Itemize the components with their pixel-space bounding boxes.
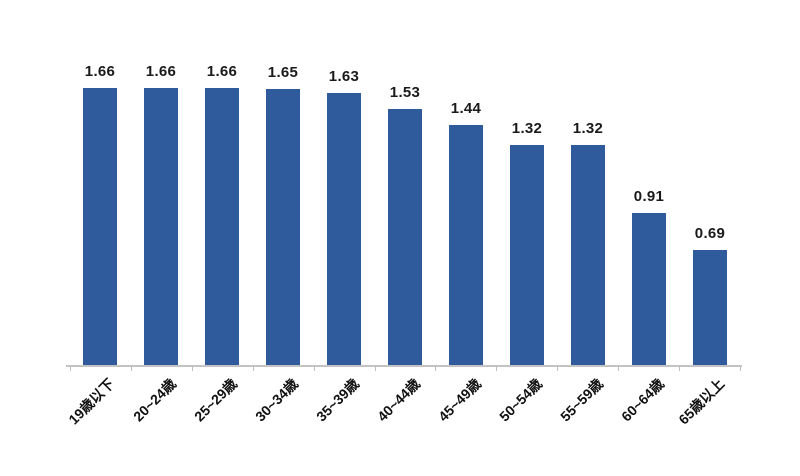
x-axis-label: 60~64歳	[617, 375, 667, 425]
bar	[144, 88, 178, 365]
x-axis-label: 30~34歳	[251, 375, 301, 425]
x-axis-tick	[435, 366, 437, 371]
x-axis-label: 65歳以上	[675, 375, 728, 428]
x-axis-label: 50~54歳	[495, 375, 545, 425]
x-axis-tick	[374, 366, 376, 371]
bar-value-label: 1.32	[511, 120, 543, 137]
bar-value-label: 1.63	[328, 68, 360, 85]
bar	[693, 250, 727, 365]
x-axis-tick	[130, 366, 132, 371]
bar-value-label: 1.32	[572, 120, 604, 137]
x-axis-label: 40~44歳	[373, 375, 423, 425]
bar-value-label: 0.91	[633, 188, 665, 205]
bar	[205, 88, 239, 365]
x-axis-tick	[70, 366, 71, 371]
bar-value-label: 1.66	[84, 63, 116, 80]
x-axis-label: 55~59歳	[556, 375, 606, 425]
x-axis-tick	[313, 366, 315, 371]
bar	[83, 88, 117, 365]
x-axis-tick	[496, 366, 498, 371]
bar	[266, 89, 300, 365]
bar-value-label: 1.65	[267, 64, 299, 81]
x-axis-tick	[679, 366, 681, 371]
x-axis-label: 35~39歳	[312, 375, 362, 425]
x-axis-tick	[618, 366, 620, 371]
x-axis-label: 25~29歳	[190, 375, 240, 425]
bar-value-label: 1.66	[206, 63, 238, 80]
x-axis-label: 20~24歳	[129, 375, 179, 425]
bar	[510, 145, 544, 365]
bar	[449, 125, 483, 365]
x-axis-tick	[191, 366, 193, 371]
bar-value-label: 1.44	[450, 100, 482, 117]
bar	[388, 109, 422, 365]
x-axis-label: 45~49歳	[434, 375, 484, 425]
x-axis-tick	[557, 366, 559, 371]
bar	[632, 213, 666, 365]
bar-value-label: 1.53	[389, 84, 421, 101]
bar	[571, 145, 605, 365]
x-axis-line	[66, 365, 742, 367]
x-axis-tick	[252, 366, 254, 371]
bar-value-label: 1.66	[145, 63, 177, 80]
bar-value-label: 0.69	[694, 225, 726, 242]
bar	[327, 93, 361, 365]
x-axis-tick	[740, 366, 741, 371]
x-axis-label: 19歳以下	[65, 375, 118, 428]
